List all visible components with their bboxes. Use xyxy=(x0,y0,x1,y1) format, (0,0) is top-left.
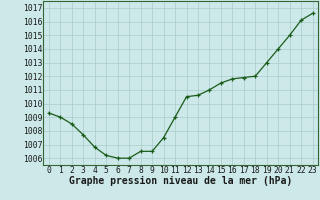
X-axis label: Graphe pression niveau de la mer (hPa): Graphe pression niveau de la mer (hPa) xyxy=(69,176,292,186)
